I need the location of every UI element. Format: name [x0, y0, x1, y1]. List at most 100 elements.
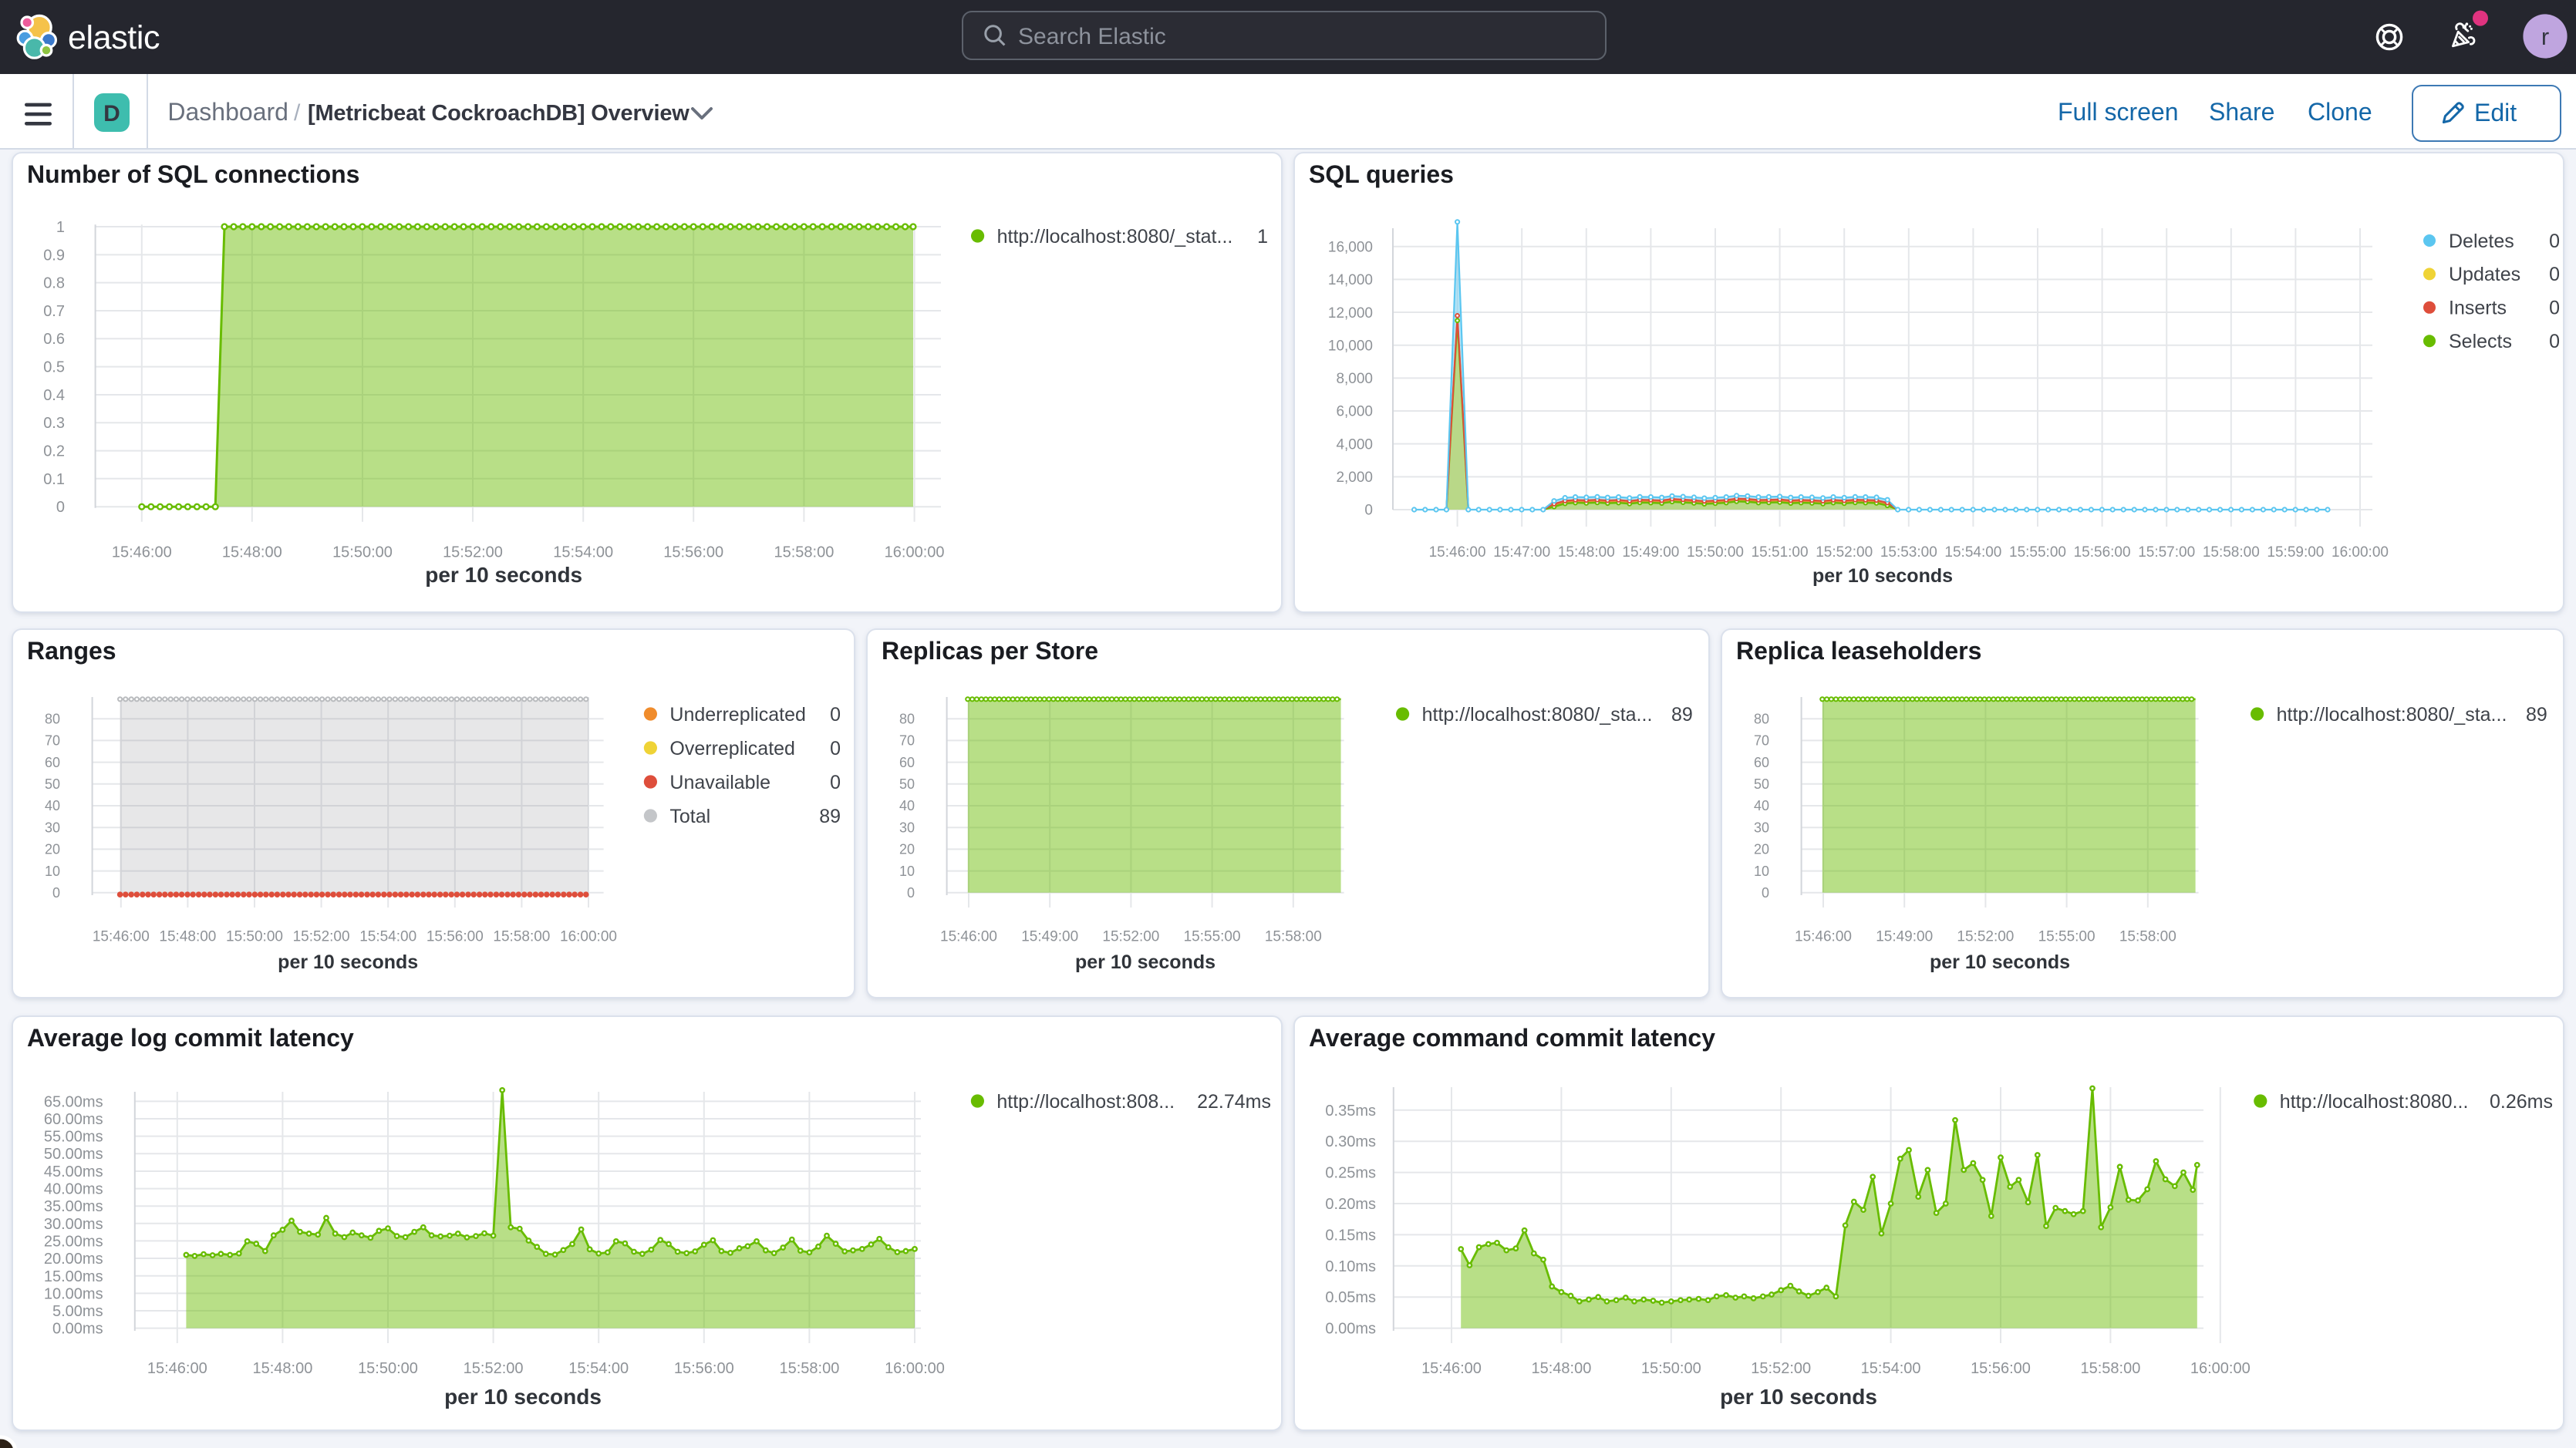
svg-text:15:46:00: 15:46:00 [940, 929, 997, 945]
svg-text:Ranges: Ranges [27, 637, 116, 665]
svg-text:15:54:00: 15:54:00 [1944, 544, 2001, 561]
svg-text:15:58:00: 15:58:00 [774, 544, 834, 561]
svg-text:http://localhost:8080/_sta...: http://localhost:8080/_sta... [1422, 704, 1653, 726]
svg-text:0: 0 [1364, 503, 1373, 519]
svg-text:0: 0 [2549, 331, 2560, 352]
svg-text:30.00ms: 30.00ms [44, 1216, 103, 1233]
svg-text:SQL queries: SQL queries [1309, 160, 1454, 188]
svg-text:15:48:00: 15:48:00 [222, 544, 282, 561]
svg-text:Full screen: Full screen [2058, 98, 2179, 126]
svg-text:15:58:00: 15:58:00 [493, 929, 550, 945]
svg-text:22.74ms: 22.74ms [1197, 1091, 1271, 1113]
svg-text:30: 30 [45, 820, 60, 836]
svg-text:Number of SQL connections: Number of SQL connections [27, 160, 359, 188]
svg-text:80: 80 [45, 711, 60, 726]
svg-text:0.00ms: 0.00ms [52, 1321, 103, 1338]
svg-text:16:00:00: 16:00:00 [2190, 1360, 2251, 1377]
svg-text:r: r [2541, 23, 2549, 50]
svg-text:1: 1 [1257, 226, 1268, 248]
svg-text:per 10 seconds: per 10 seconds [1812, 565, 1953, 587]
svg-text:25.00ms: 25.00ms [44, 1233, 103, 1250]
svg-text:15:56:00: 15:56:00 [1971, 1360, 2031, 1377]
svg-text:15:54:00: 15:54:00 [359, 929, 416, 945]
svg-text:0.4: 0.4 [43, 387, 65, 404]
svg-text:Overreplicated: Overreplicated [669, 738, 795, 759]
svg-text:15:46:00: 15:46:00 [1795, 929, 1852, 945]
svg-text:0: 0 [830, 772, 841, 793]
svg-text:50.00ms: 50.00ms [44, 1146, 103, 1163]
svg-text:15:58:00: 15:58:00 [2080, 1360, 2140, 1377]
svg-text:0.8: 0.8 [43, 275, 65, 292]
svg-text:20: 20 [1754, 842, 1769, 857]
svg-text:15:50:00: 15:50:00 [1641, 1360, 1701, 1377]
svg-text:15:47:00: 15:47:00 [1493, 544, 1550, 561]
svg-text:15:55:00: 15:55:00 [2009, 544, 2066, 561]
svg-text:15:48:00: 15:48:00 [159, 929, 216, 945]
svg-text:16:00:00: 16:00:00 [560, 929, 617, 945]
svg-text:89: 89 [1671, 704, 1693, 726]
svg-text:14,000: 14,000 [1328, 272, 1373, 288]
svg-text:5.00ms: 5.00ms [52, 1303, 103, 1320]
svg-text:0.35ms: 0.35ms [1325, 1103, 1376, 1120]
svg-text:70: 70 [45, 733, 60, 749]
svg-text:60: 60 [45, 755, 60, 770]
svg-text:0.5: 0.5 [43, 359, 65, 376]
svg-text:15:46:00: 15:46:00 [93, 929, 150, 945]
svg-text:Share: Share [2209, 98, 2274, 126]
svg-text:Updates: Updates [2449, 264, 2520, 285]
svg-text:0.20ms: 0.20ms [1325, 1196, 1376, 1213]
svg-text:Search Elastic: Search Elastic [1018, 24, 1166, 49]
svg-text:0.10ms: 0.10ms [1325, 1258, 1376, 1275]
svg-text:D: D [103, 101, 120, 126]
svg-text:per 10 seconds: per 10 seconds [1930, 951, 2070, 973]
svg-text:40.00ms: 40.00ms [44, 1181, 103, 1198]
svg-text:15:51:00: 15:51:00 [1752, 544, 1809, 561]
svg-text:89: 89 [2526, 704, 2547, 726]
svg-text:6,000: 6,000 [1336, 404, 1373, 420]
svg-text:15:54:00: 15:54:00 [568, 1360, 629, 1377]
svg-text:70: 70 [899, 733, 915, 749]
svg-text:65.00ms: 65.00ms [44, 1093, 103, 1110]
svg-text:15:54:00: 15:54:00 [553, 544, 613, 561]
svg-text:55.00ms: 55.00ms [44, 1129, 103, 1146]
svg-text:Selects: Selects [2449, 331, 2512, 352]
svg-text:89: 89 [819, 806, 841, 827]
svg-text:8,000: 8,000 [1336, 371, 1373, 387]
svg-text:0: 0 [56, 499, 65, 516]
svg-text:0.05ms: 0.05ms [1325, 1289, 1376, 1306]
svg-text:0.6: 0.6 [43, 331, 65, 348]
svg-text:15:58:00: 15:58:00 [779, 1360, 839, 1377]
svg-text:15:48:00: 15:48:00 [1531, 1360, 1591, 1377]
svg-text:15:54:00: 15:54:00 [1861, 1360, 1921, 1377]
svg-text:per 10 seconds: per 10 seconds [444, 1385, 602, 1409]
svg-text:0: 0 [830, 738, 841, 759]
svg-text:0: 0 [52, 885, 60, 901]
svg-text:Edit: Edit [2474, 99, 2517, 126]
svg-text:Average log commit latency: Average log commit latency [27, 1024, 354, 1052]
svg-text:/: / [294, 100, 301, 126]
svg-text:15:56:00: 15:56:00 [663, 544, 723, 561]
svg-text:60.00ms: 60.00ms [44, 1111, 103, 1128]
svg-text:Replica leaseholders: Replica leaseholders [1736, 637, 1981, 665]
svg-text:15:58:00: 15:58:00 [2119, 929, 2176, 945]
svg-text:15:50:00: 15:50:00 [1687, 544, 1744, 561]
svg-text:60: 60 [1754, 755, 1769, 770]
svg-text:http://localhost:8080/_sta...: http://localhost:8080/_sta... [2277, 704, 2507, 726]
svg-text:15:46:00: 15:46:00 [1429, 544, 1486, 561]
svg-text:0: 0 [907, 885, 915, 901]
svg-text:80: 80 [1754, 711, 1769, 726]
svg-text:45.00ms: 45.00ms [44, 1163, 103, 1180]
svg-text:0.26ms: 0.26ms [2490, 1091, 2553, 1113]
svg-text:20: 20 [899, 842, 915, 857]
svg-text:15:46:00: 15:46:00 [112, 544, 172, 561]
svg-text:0.15ms: 0.15ms [1325, 1227, 1376, 1244]
svg-text:70: 70 [1754, 733, 1769, 749]
svg-text:0.3: 0.3 [43, 415, 65, 432]
svg-text:15:56:00: 15:56:00 [674, 1360, 734, 1377]
svg-text:15.00ms: 15.00ms [44, 1268, 103, 1285]
svg-text:0.30ms: 0.30ms [1325, 1133, 1376, 1150]
svg-text:15:52:00: 15:52:00 [1102, 929, 1159, 945]
svg-text:elastic: elastic [68, 19, 160, 56]
svg-text:15:58:00: 15:58:00 [2203, 544, 2260, 561]
svg-text:0: 0 [830, 704, 841, 726]
